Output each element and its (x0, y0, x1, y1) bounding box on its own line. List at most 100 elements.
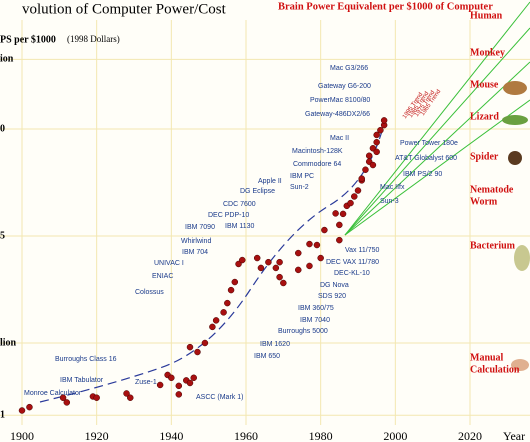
point (239, 256, 246, 264)
annotation: Burroughs Class 16 (55, 356, 117, 363)
trend-lines (344, 1, 530, 236)
point (354, 187, 362, 194)
point (276, 273, 283, 281)
point (175, 382, 183, 390)
point (295, 249, 302, 257)
annotation: Monroe Calculator (24, 390, 82, 397)
annotation: Power Tower 180e (400, 140, 458, 147)
annotation: IBM PC (290, 173, 314, 180)
brain-label: Manual (470, 352, 504, 363)
point (186, 343, 194, 351)
annotation: IBM 360/75 (298, 305, 334, 312)
y-tick-label: 1 (0, 409, 5, 420)
y-tick-label: 5 (0, 230, 5, 241)
point (201, 339, 209, 347)
brain-label: Monkey (470, 47, 505, 58)
point (224, 299, 231, 307)
point (313, 241, 321, 249)
point (306, 262, 313, 270)
icon (502, 115, 528, 125)
point (93, 394, 100, 401)
chart-title: volution of Computer Power/Cost (22, 1, 227, 17)
annotation: Apple II (258, 178, 282, 185)
brain-label: Nematode (470, 184, 514, 195)
point (272, 264, 280, 272)
point (295, 266, 302, 274)
point (336, 236, 343, 244)
point (168, 374, 175, 382)
trend-line (344, 1, 530, 236)
x-tick-label: 1960 (234, 429, 258, 442)
annotation: IBM PS/2 90 (403, 171, 442, 178)
point (369, 161, 377, 169)
annotation: ASCC (Mark 1) (196, 394, 243, 401)
point (220, 309, 227, 316)
brain-label: Calculation (470, 364, 520, 375)
point (63, 399, 71, 406)
annotation: Colossus (135, 289, 164, 296)
annotation: SDS 920 (318, 293, 346, 300)
point (127, 394, 134, 401)
point (175, 391, 183, 398)
brain-label: Worm (470, 196, 498, 207)
annotation: Mac IIfx (380, 184, 405, 191)
annotation: UNIVAC I (154, 260, 184, 267)
annotation: IBM Tabulator (60, 377, 104, 384)
brain-label: Lizard (470, 111, 499, 122)
annotation: IBM 1130 (225, 223, 255, 230)
annotation: DG Eclipse (240, 188, 275, 195)
y-axis-label: PS per $1000 (0, 34, 56, 45)
trend-line (344, 99, 530, 236)
annotation: ENIAC (152, 273, 173, 280)
point (231, 278, 239, 286)
annotation: IBM 650 (254, 353, 280, 360)
point (373, 131, 380, 139)
annotation: Gateway-486DX2/66 (305, 111, 370, 118)
y-tick-label: ion (0, 54, 14, 65)
point (212, 317, 220, 324)
point (351, 193, 358, 200)
annotation: DG Nova (320, 282, 349, 289)
point (365, 152, 373, 159)
annotation: IBM 7040 (300, 317, 330, 324)
annotation: Gateway G6-200 (318, 83, 371, 90)
annotation: Commodore 64 (293, 161, 341, 168)
annotation: Vax 11/750 (345, 247, 379, 254)
point (265, 258, 272, 266)
right-title: Brain Power Equivalent per $1000 of Comp… (278, 1, 493, 12)
point (123, 390, 130, 397)
trend-curve (39, 119, 386, 403)
y-tick-label: lion (0, 337, 17, 348)
point (59, 394, 67, 401)
point (257, 264, 265, 272)
brain-label: Bacterium (470, 240, 516, 251)
point (194, 348, 201, 356)
annotation: CDC 7600 (223, 201, 256, 208)
point (209, 323, 216, 331)
brain-label: Mouse (470, 79, 499, 90)
point (235, 260, 242, 268)
x-tick-label: 1980 (309, 429, 333, 442)
annotation: PowerMac 8100/80 (310, 97, 370, 104)
point (339, 210, 347, 218)
annotation: Mac G3/266 (330, 65, 368, 72)
annotation: IBM 704 (182, 249, 208, 256)
annotation: IBM 1620 (260, 341, 290, 348)
y-tick-label: 0 (0, 123, 5, 134)
x-tick-label: 1920 (85, 429, 109, 442)
point (380, 117, 388, 124)
point (362, 166, 369, 173)
point (186, 379, 194, 387)
y-axis-sublabel: (1998 Dollars) (67, 34, 120, 44)
point (336, 221, 343, 229)
icons (502, 81, 530, 371)
point (190, 374, 197, 382)
point (358, 175, 365, 182)
point (332, 210, 339, 217)
x-tick-label: 2000 (383, 429, 407, 442)
icon (511, 359, 529, 371)
icon (508, 151, 522, 165)
point (156, 381, 164, 389)
